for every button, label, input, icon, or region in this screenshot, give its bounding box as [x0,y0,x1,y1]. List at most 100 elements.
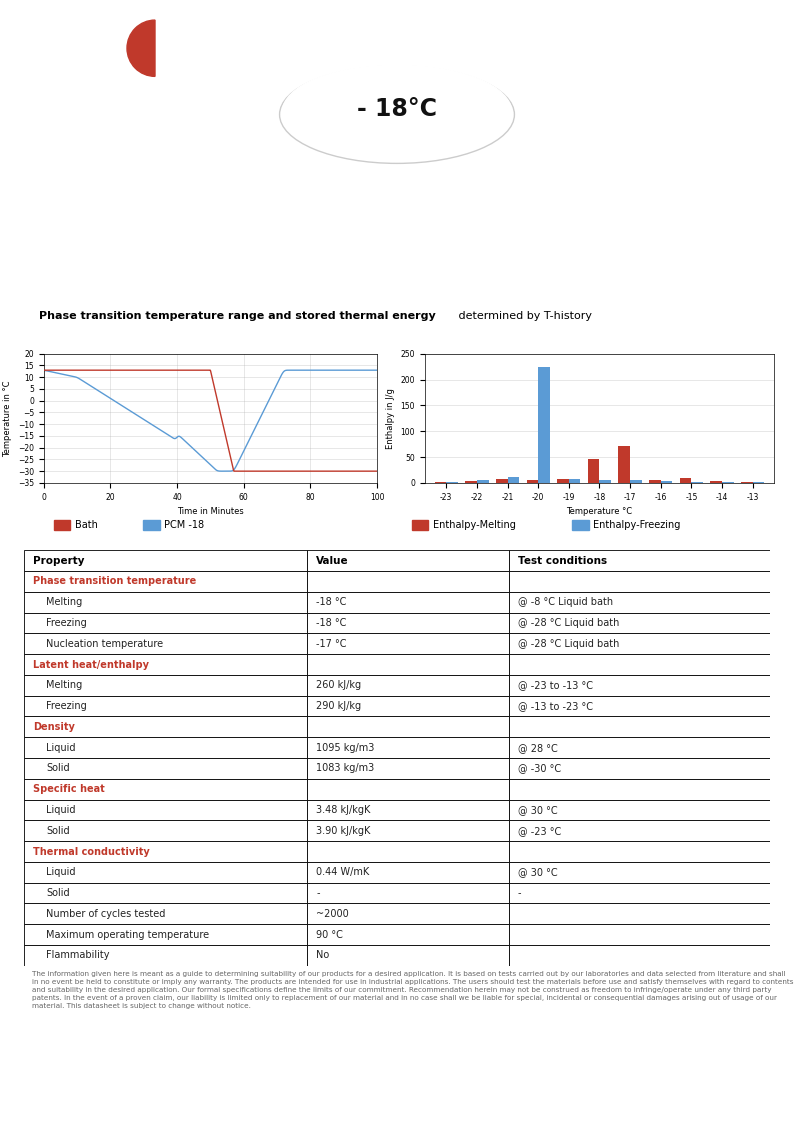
Text: Liquid: Liquid [46,805,75,815]
Text: +31 (0)33 457 19 82: +31 (0)33 457 19 82 [437,1062,545,1072]
Text: info@coolpack.nl: info@coolpack.nl [437,1079,526,1089]
Bar [509,612,770,633]
Bar [24,695,307,716]
Bar [680,477,692,483]
Text: PHASE CHANGE MATERIAL: PHASE CHANGE MATERIAL [245,34,674,62]
Text: 1095 kg/m3: 1095 kg/m3 [316,742,375,752]
Bar [24,924,307,946]
Text: *: * [143,48,147,57]
Bar [307,903,509,924]
Text: The information given here is meant as a guide to determining suitability of our: The information given here is meant as a… [32,971,793,1010]
Text: -17 °C: -17 °C [316,639,347,649]
Bar [557,478,569,483]
Bar [307,779,509,800]
X-axis label: Temperature °C: Temperature °C [566,508,633,517]
Bar [24,800,307,820]
Text: @ 30 °C: @ 30 °C [518,867,557,877]
Text: @ -23 °C: @ -23 °C [518,825,561,836]
Bar [307,612,509,633]
Bar [307,758,509,779]
Bar [54,520,70,530]
Bar [509,570,770,592]
Text: Phase transition temperature range and stored thermal energy: Phase transition temperature range and s… [39,311,435,321]
Bar [24,633,307,654]
Bar [24,841,307,862]
Bar [509,779,770,800]
Bar [307,716,509,737]
Bar [509,695,770,716]
Bar [588,458,599,483]
Text: 260 kJ/kg: 260 kJ/kg [316,681,361,691]
Bar [509,654,770,675]
Text: Bath: Bath [75,520,98,530]
Text: - 18°C: - 18°C [357,97,437,121]
Bar [24,862,307,883]
Bar [307,883,509,903]
Text: -18 °C: -18 °C [316,618,347,628]
Bar [307,946,509,966]
Text: Liquid: Liquid [46,742,75,752]
Text: Enthalpy-Freezing: Enthalpy-Freezing [593,520,680,530]
Text: @ -30 °C: @ -30 °C [518,764,561,774]
Bar [24,612,307,633]
Text: www.phasechangematerial.nl: www.phasechangematerial.nl [437,1035,634,1049]
Bar [307,675,509,696]
Bar [509,820,770,841]
Bar [509,924,770,946]
Text: Liquid: Liquid [46,867,75,877]
Bar [307,570,509,592]
Text: Value: Value [316,556,349,566]
Bar [24,716,307,737]
Bar [630,481,642,483]
Bar [307,695,509,716]
Bar [24,737,307,758]
Text: Get in touch with us!: Get in touch with us! [32,1083,311,1106]
Text: 90 °C: 90 °C [316,930,343,940]
Text: Property: Property [33,556,84,566]
Text: Flammability: Flammability [46,950,110,960]
Text: @ -23 to -13 °C: @ -23 to -13 °C [518,681,593,691]
Text: Specific heat: Specific heat [33,784,105,794]
Bar [307,592,509,613]
Text: Number of cycles tested: Number of cycles tested [46,909,166,919]
Text: Questions?: Questions? [32,1040,179,1065]
Text: PCM -18: PCM -18 [164,520,204,530]
Bar [24,592,307,613]
Bar [307,820,509,841]
Bar [526,481,538,483]
Bar [509,550,770,570]
Bar [619,446,630,483]
Text: determined by T-history: determined by T-history [455,311,592,321]
Text: Melting: Melting [46,597,83,608]
Bar [24,903,307,924]
Text: Solid: Solid [46,764,70,774]
Text: No: No [316,950,330,960]
Bar [569,478,580,483]
Text: ~2000: ~2000 [316,909,349,919]
Text: Nucleation temperature: Nucleation temperature [46,639,164,649]
Bar [307,654,509,675]
Bar [509,883,770,903]
Bar [496,478,507,483]
Y-axis label: Enthalpy in J/g: Enthalpy in J/g [386,387,395,449]
Bar [509,946,770,966]
Bar [661,482,673,483]
Bar [509,675,770,696]
Ellipse shape [127,10,183,86]
Bar [572,520,589,530]
Bar [509,737,770,758]
Bar [465,482,477,483]
Bar [509,841,770,862]
Bar [307,800,509,820]
Bar [509,862,770,883]
Bar [24,820,307,841]
Ellipse shape [283,64,511,161]
Bar [711,482,722,483]
Bar [509,716,770,737]
Text: Latent heat/enthalpy: Latent heat/enthalpy [33,659,148,669]
Bar [24,570,307,592]
X-axis label: Time in Minutes: Time in Minutes [177,508,244,517]
Bar [24,654,307,675]
Bar [507,477,519,483]
Bar [24,883,307,903]
